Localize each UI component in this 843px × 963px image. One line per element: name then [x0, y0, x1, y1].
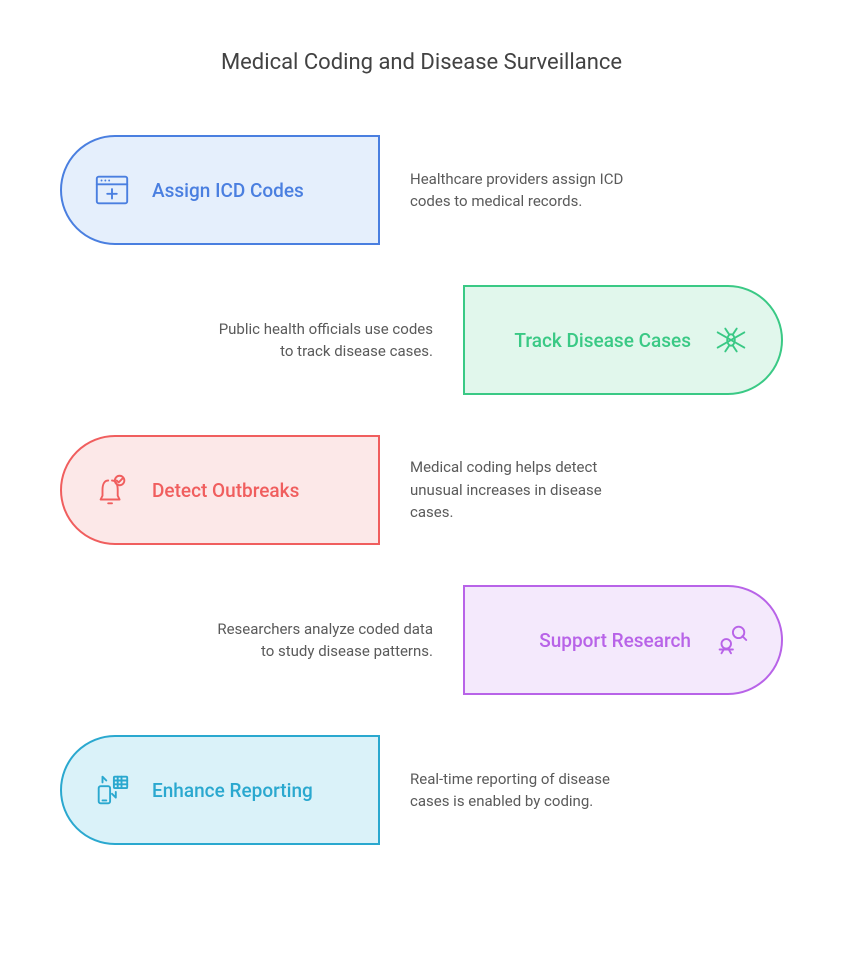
- step-row: Enhance Reporting Real-time reporting of …: [60, 735, 783, 845]
- step-row: Public health officials use codes to tra…: [60, 285, 783, 395]
- step-row: Assign ICD Codes Healthcare providers ass…: [60, 135, 783, 245]
- step-label: Support Research: [539, 629, 691, 652]
- step-pill: Track Disease Cases: [463, 285, 783, 395]
- step-label: Track Disease Cases: [514, 329, 691, 352]
- step-description: Medical coding helps detect unusual incr…: [410, 456, 640, 524]
- step-description: Real-time reporting of disease cases is …: [410, 768, 640, 813]
- step-label: Assign ICD Codes: [152, 179, 304, 202]
- step-row: Researchers analyze coded data to study …: [60, 585, 783, 695]
- step-pill: Assign ICD Codes: [60, 135, 380, 245]
- step-description: Healthcare providers assign ICD codes to…: [410, 168, 640, 213]
- step-label: Enhance Reporting: [152, 779, 313, 802]
- step-pill: Detect Outbreaks: [60, 435, 380, 545]
- step-row: Detect Outbreaks Medical coding helps det…: [60, 435, 783, 545]
- page-title: Medical Coding and Disease Surveillance: [60, 50, 783, 75]
- research-icon: [711, 620, 751, 660]
- step-label: Detect Outbreaks: [152, 479, 299, 502]
- alert-bell-icon: [92, 470, 132, 510]
- medical-window-icon: [92, 170, 132, 210]
- step-description: Public health officials use codes to tra…: [203, 318, 433, 363]
- step-pill: Enhance Reporting: [60, 735, 380, 845]
- reporting-icon: [92, 770, 132, 810]
- step-description: Researchers analyze coded data to study …: [203, 618, 433, 663]
- mosquito-icon: [711, 320, 751, 360]
- step-pill: Support Research: [463, 585, 783, 695]
